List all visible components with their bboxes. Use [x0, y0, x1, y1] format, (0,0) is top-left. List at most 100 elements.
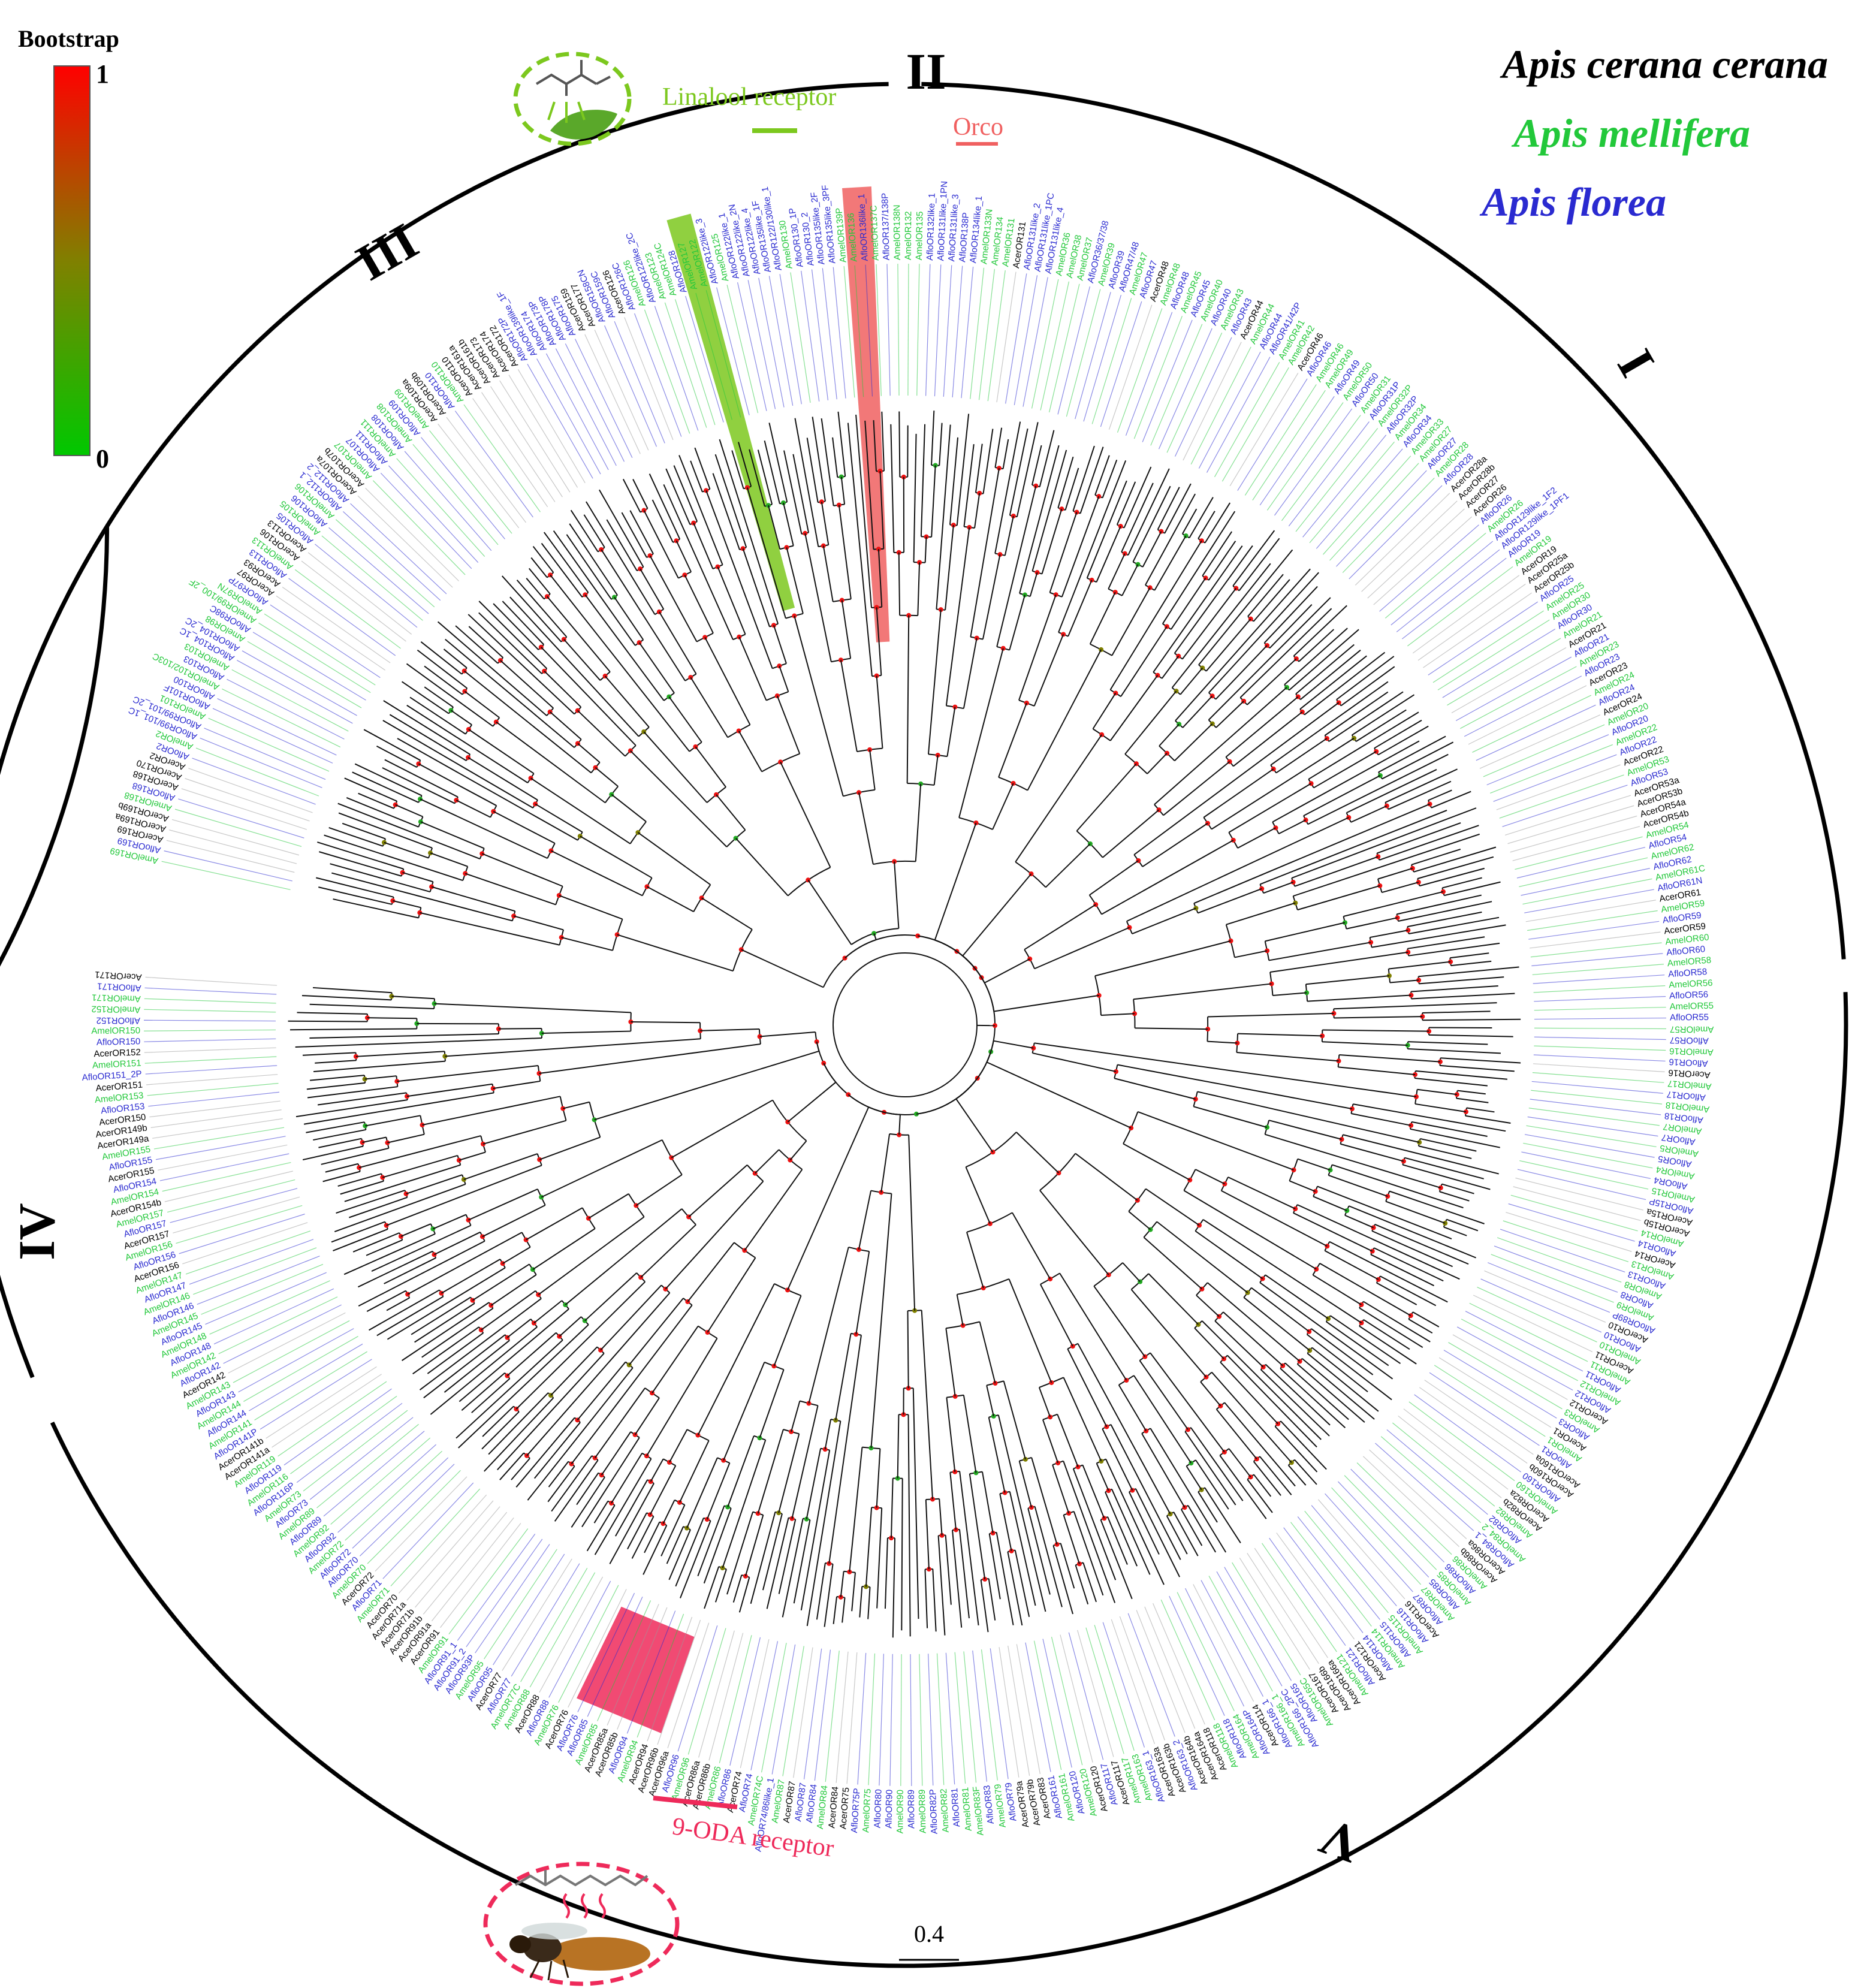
tip-spoke [577, 1592, 635, 1712]
branch-line [1408, 942, 1500, 957]
branch-line [1089, 860, 1139, 896]
branch-line [482, 1405, 514, 1437]
branch-line [594, 1050, 819, 1121]
branch-line [1388, 780, 1452, 810]
tip-spoke [729, 1637, 761, 1766]
branch-line [344, 777, 397, 802]
branch-line [1060, 1543, 1075, 1589]
branch-line [1227, 1355, 1317, 1448]
branch-line [358, 1250, 433, 1288]
branch-line [1407, 1048, 1501, 1054]
branch-line [482, 1120, 566, 1145]
branch-line [669, 1429, 688, 1463]
branch-line [445, 638, 575, 749]
branch-line [530, 777, 631, 844]
branch-line [1094, 455, 1110, 496]
tip-spoke [144, 1009, 276, 1013]
branch-line [1198, 511, 1215, 539]
branch-line [541, 647, 637, 746]
branch-line [697, 1283, 775, 1436]
tip-spoke [316, 1423, 419, 1509]
tip-spoke [747, 280, 776, 409]
tip-spoke [1534, 1036, 1666, 1040]
tip-spoke [1479, 714, 1601, 769]
tip-spoke [1530, 942, 1662, 958]
tip-spoke [1396, 549, 1500, 632]
tip-spoke [1183, 342, 1242, 461]
branch-line [614, 596, 644, 641]
tip-spoke [1254, 1547, 1328, 1658]
tip-spoke [185, 778, 310, 822]
branch-line [996, 1532, 1014, 1625]
branch-line [936, 424, 951, 610]
tip-spoke [1392, 1422, 1495, 1507]
branch-line [738, 442, 752, 487]
tip-spoke [999, 1647, 1020, 1778]
bootstrap-node [466, 1217, 471, 1223]
branch-line [700, 1028, 759, 1031]
tip-spoke [1066, 289, 1101, 417]
tip-spoke [429, 430, 512, 534]
branch-line [1363, 1319, 1410, 1350]
branch-line [628, 1298, 684, 1365]
branch-line [1079, 447, 1104, 514]
branch-line [869, 749, 876, 791]
tip-spoke [1507, 805, 1634, 844]
tip-spoke [644, 309, 690, 434]
linalool-arrows-icon [547, 101, 586, 123]
branch-line [717, 566, 746, 635]
branch-line [1148, 1273, 1199, 1325]
tip-spoke [1533, 985, 1666, 993]
branch-line [707, 1257, 756, 1333]
branch-line [1295, 644, 1355, 695]
branch-line [635, 1174, 683, 1206]
branch-line [1031, 445, 1042, 485]
branch-line [678, 455, 723, 565]
branch-line [735, 837, 789, 897]
species-legend: Apis cerana cerana Apis mellifera Apis f… [1479, 41, 1828, 225]
tip-spoke [1496, 764, 1621, 810]
tip-spoke [1342, 478, 1435, 573]
branch-line [1150, 1428, 1227, 1553]
tip-spoke [1150, 324, 1203, 446]
branch-line [939, 423, 943, 466]
tip-spoke [264, 613, 376, 686]
branch-line [1313, 1196, 1347, 1211]
branch-line [1109, 540, 1202, 690]
tip-spoke [357, 495, 453, 588]
orco-highlight [842, 186, 890, 642]
branch-line [1300, 649, 1361, 700]
tip-spoke [1519, 1160, 1649, 1190]
tip-label: AmelOR151 [92, 1058, 141, 1070]
branch-line [1182, 508, 1198, 535]
tip-spoke [502, 1558, 572, 1671]
branch-line [1227, 1176, 1296, 1209]
branch-line [1359, 1325, 1417, 1365]
tip-spoke [1142, 319, 1193, 442]
tip-spoke [158, 1144, 288, 1171]
branch-line [787, 1081, 837, 1123]
branch-line [759, 1031, 816, 1037]
tip-label: AfloOR58 [1668, 967, 1708, 979]
tip-spoke [934, 264, 942, 397]
branch-line [577, 743, 601, 763]
branch-line [1296, 1363, 1365, 1423]
branch-line [382, 720, 533, 809]
branch-line [1232, 530, 1275, 587]
branch-line [1154, 687, 1287, 806]
branch-line [773, 625, 787, 664]
branch-line [1293, 605, 1347, 657]
branch-line [824, 1564, 834, 1627]
tip-spoke [779, 274, 802, 405]
tip-spoke [243, 1336, 358, 1402]
tip-spoke [282, 586, 391, 663]
bootstrap-node [592, 1117, 597, 1123]
branch-line [898, 1114, 901, 1135]
branch-line [550, 711, 582, 740]
tip-spoke [484, 1549, 557, 1660]
branch-line [1253, 1474, 1272, 1497]
tip-spoke [897, 264, 900, 396]
branch-line [1076, 763, 1137, 832]
branch-line [1259, 1282, 1394, 1380]
